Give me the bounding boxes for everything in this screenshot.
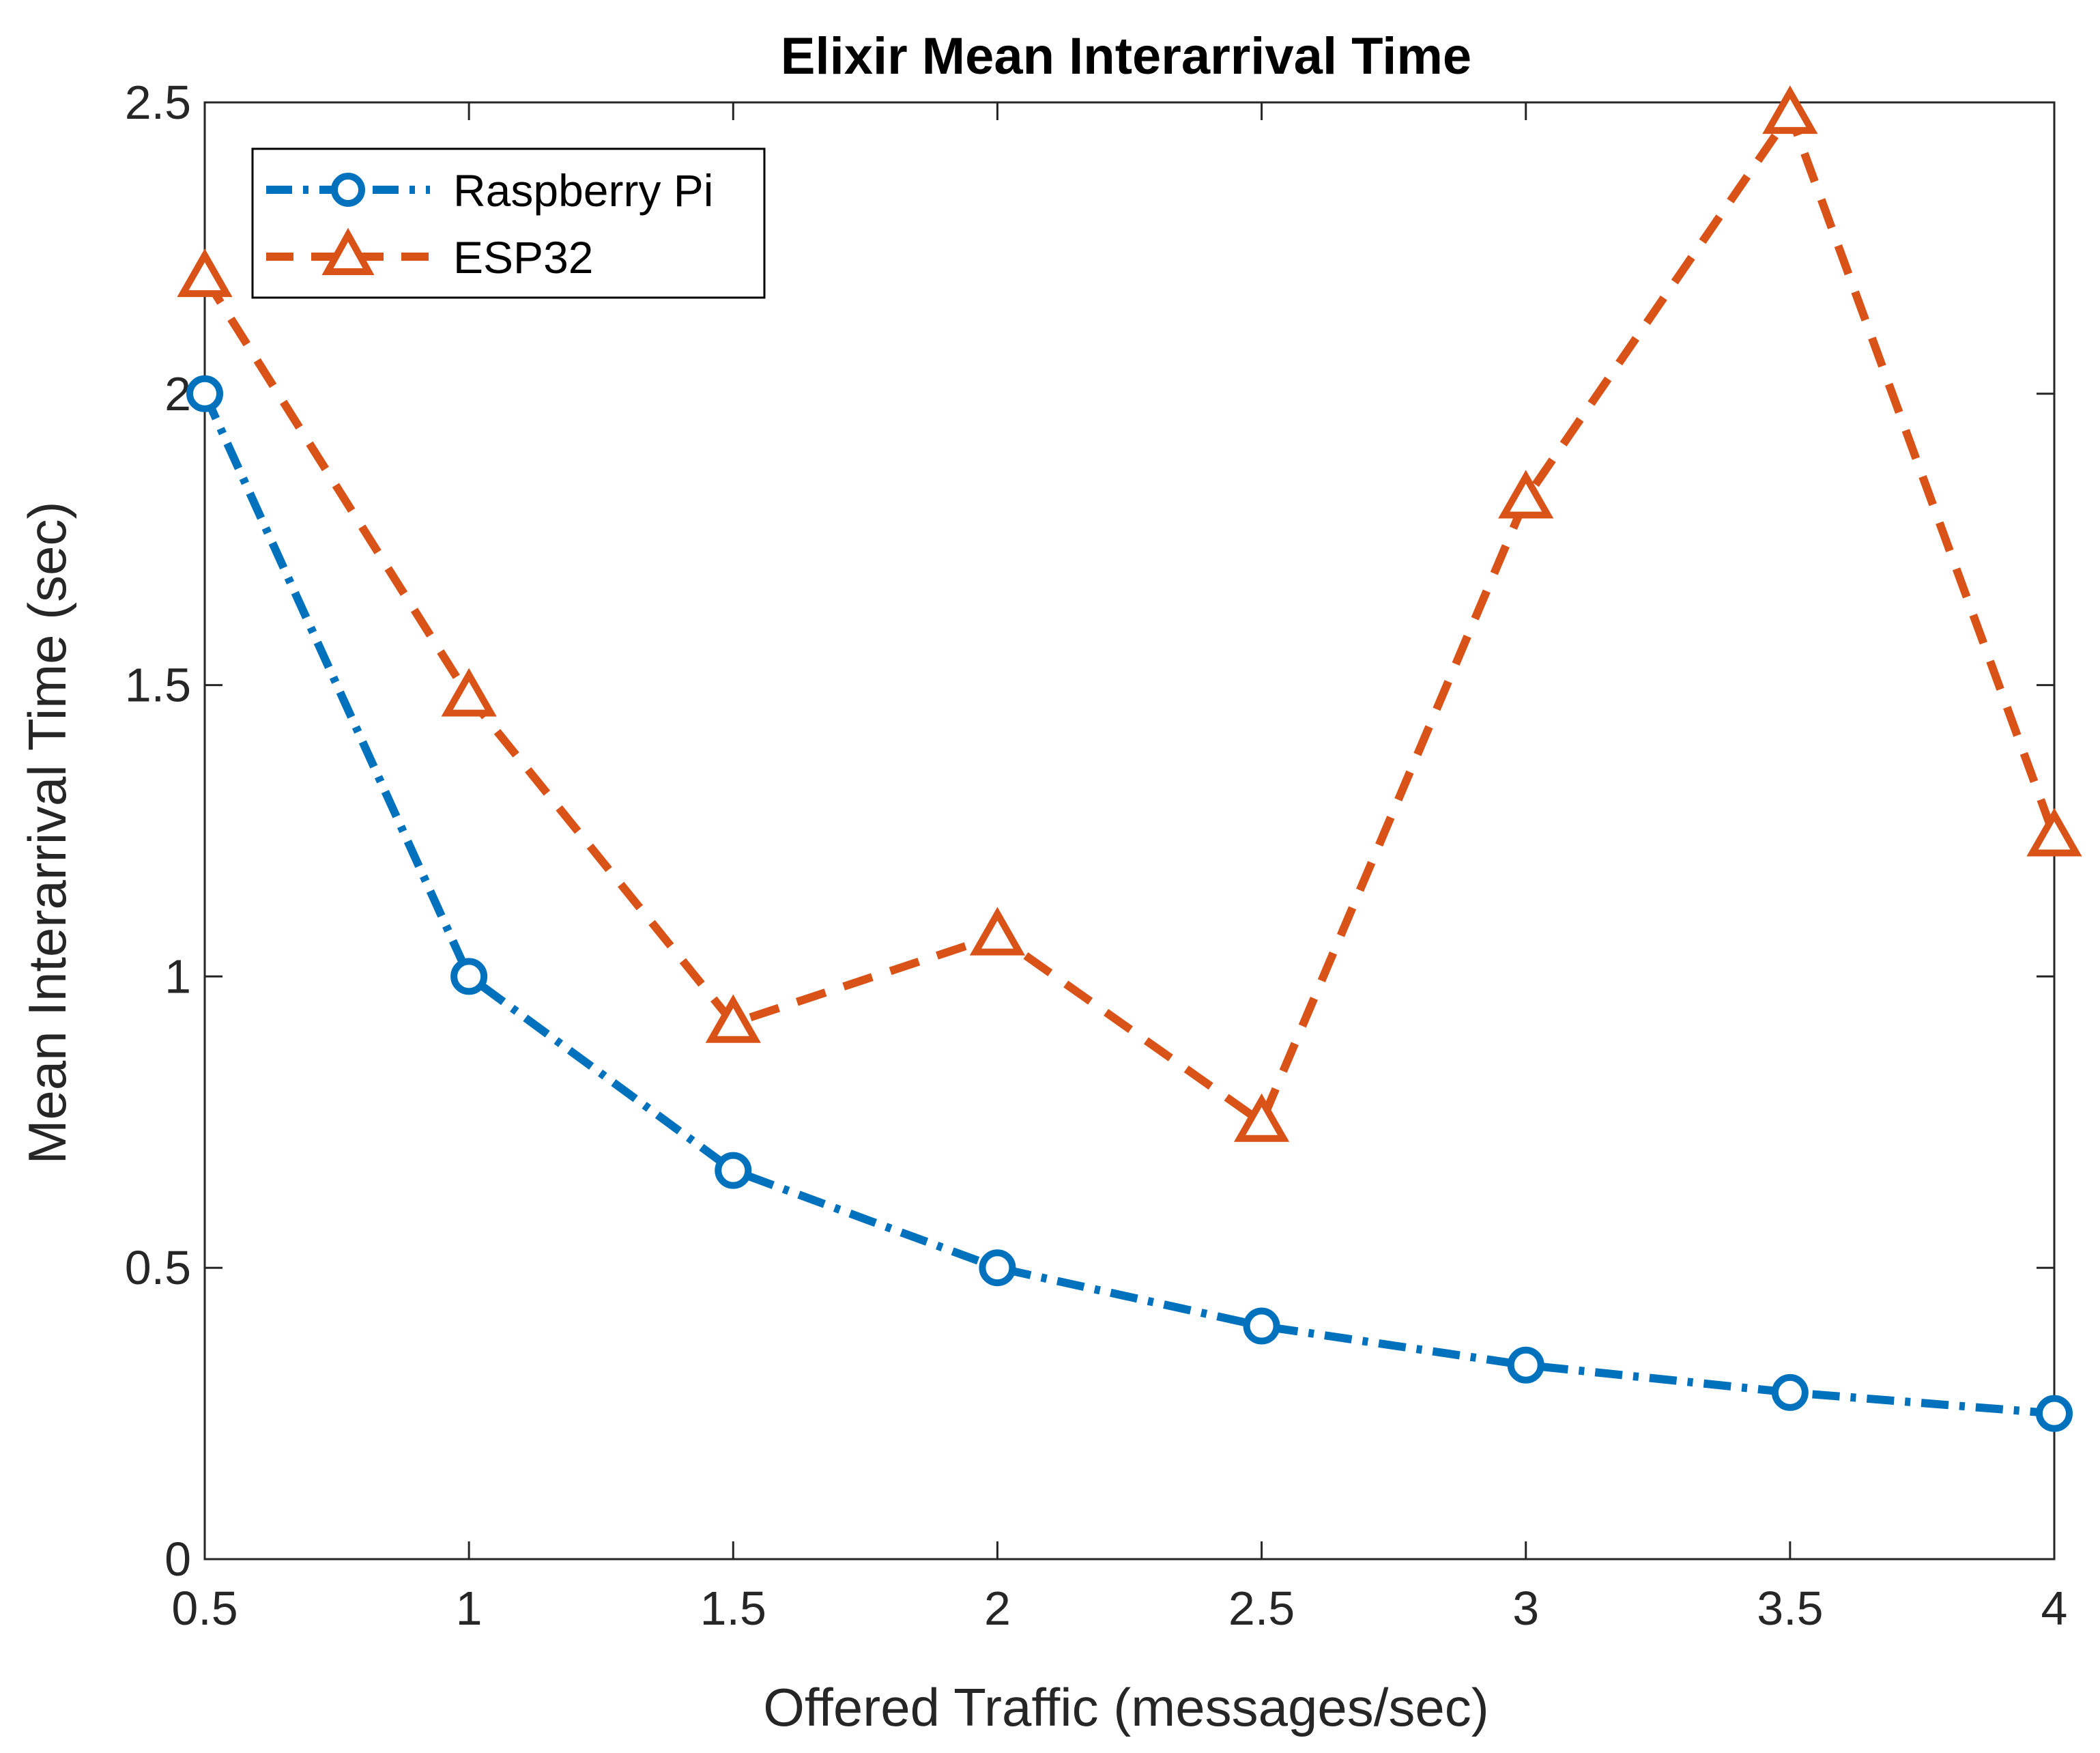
y-tick-label: 1 [164,950,191,1003]
data-point-esp32 [441,668,497,717]
legend: Raspberry Pi ESP32 [251,147,766,299]
x-tick-label: 2 [984,1582,1011,1635]
legend-label-esp32: ESP32 [453,232,593,283]
data-point-esp32 [177,248,233,298]
y-tick-label: 2.5 [125,76,191,129]
y-axis-title: Mean Interarrival Time (sec) [17,502,77,1165]
data-point-raspberry-pi [1771,1373,1809,1411]
x-tick-label: 3 [1512,1582,1539,1635]
x-tick-label: 4 [2041,1582,2068,1635]
data-point-esp32 [1762,85,1818,134]
x-tick-label: 1 [456,1582,483,1635]
data-point-esp32 [1233,1093,1290,1142]
x-tick-label: 3.5 [1757,1582,1823,1635]
plot-area: 0.5 1 1.5 2 2.5 3 3.5 400.511.522.5 [125,76,2082,1635]
series-line-raspberry-pi [201,392,2055,1418]
data-point-raspberry-pi [450,958,488,995]
data-point-esp32 [705,994,761,1043]
y-tick-label: 0.5 [125,1241,191,1294]
data-point-raspberry-pi [2036,1395,2073,1432]
data-point-raspberry-pi [979,1249,1016,1287]
x-tick-label: 0.5 [171,1582,238,1635]
data-point-raspberry-pi [715,1152,752,1189]
y-tick-label: 1.5 [125,659,191,712]
data-point-esp32 [969,907,1026,956]
y-tick-label: 0 [164,1533,191,1586]
legend-label-raspberry-pi: Raspberry Pi [453,165,713,216]
data-point-esp32 [2026,808,2082,857]
legend-marker-esp32 [321,227,375,275]
data-point-esp32 [1498,470,1554,519]
chart-title: Elixir Mean Interarrival Time [781,27,1471,85]
axes-frame [203,101,2056,1560]
data-point-raspberry-pi [1507,1346,1544,1384]
legend-marker-raspberry-pi [331,173,365,207]
x-tick-label: 1.5 [700,1582,766,1635]
series-line-esp32 [201,110,2058,1126]
data-point-raspberry-pi [1243,1307,1280,1345]
data-point-raspberry-pi [186,375,223,412]
x-axis-title: Offered Traffic (messages/sec) [763,1677,1489,1737]
x-tick-label: 2.5 [1228,1582,1295,1635]
